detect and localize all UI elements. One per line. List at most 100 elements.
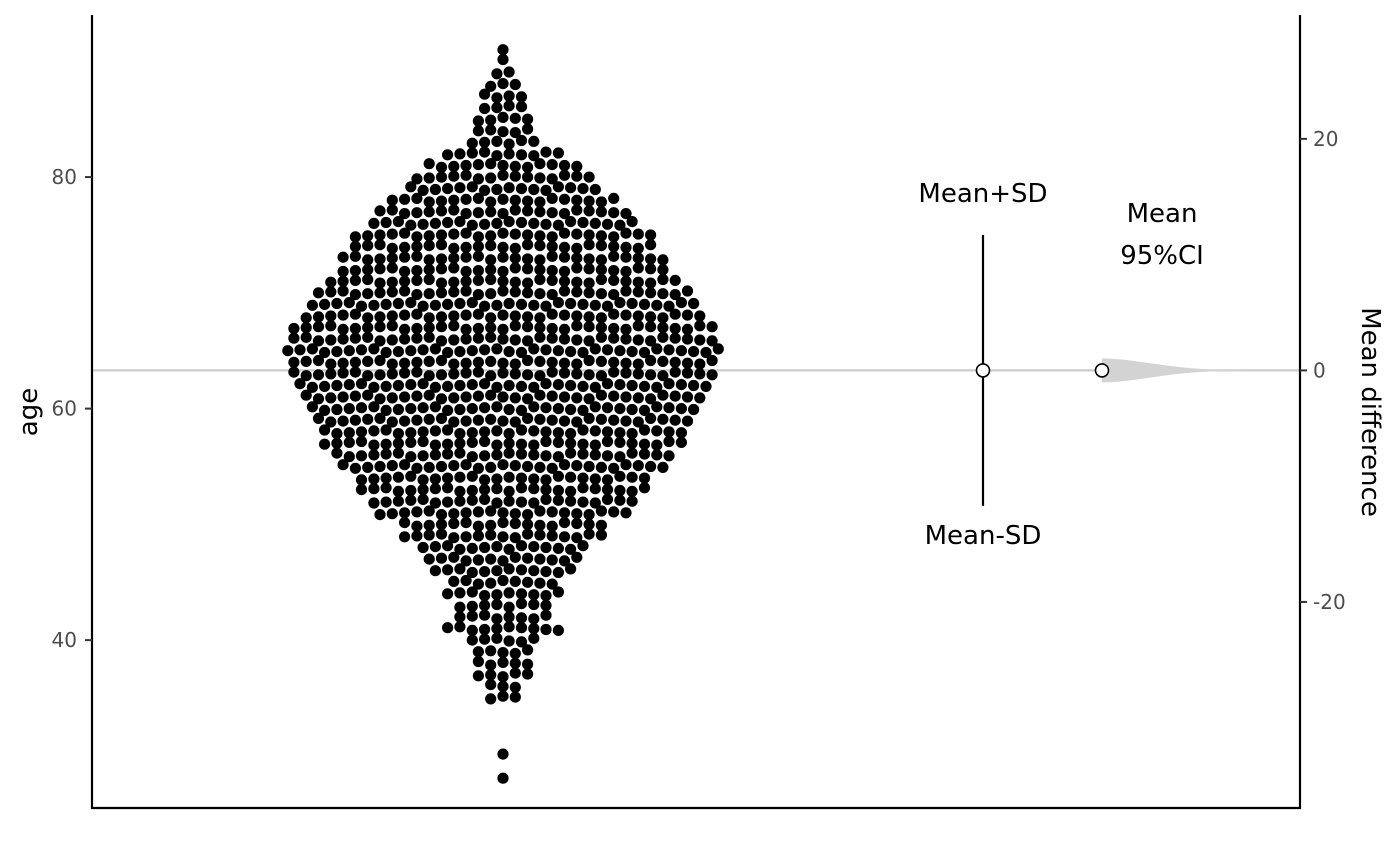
data-point (601, 426, 614, 438)
data-point (442, 564, 454, 576)
data-point (534, 288, 546, 300)
data-point (485, 124, 497, 136)
data-point (694, 320, 706, 332)
data-point (577, 438, 589, 450)
data-point (454, 471, 466, 483)
data-point (288, 366, 300, 378)
data-point (319, 298, 331, 310)
data-point (411, 530, 423, 542)
data-point (540, 474, 552, 486)
data-point (374, 321, 386, 333)
data-point (362, 389, 374, 401)
data-point (380, 496, 392, 508)
data-point (442, 588, 454, 600)
data-point (503, 100, 515, 112)
data-point (509, 416, 521, 428)
data-point (509, 262, 521, 274)
data-point (362, 370, 374, 382)
data-point (571, 310, 583, 322)
data-point (380, 380, 392, 392)
data-point (485, 505, 497, 517)
data-point (472, 207, 484, 219)
data-point (497, 415, 509, 427)
data-point (669, 332, 681, 344)
data-point (392, 495, 404, 507)
data-point (694, 334, 706, 346)
data-point (460, 507, 472, 519)
data-point (534, 529, 546, 541)
data-point (503, 403, 515, 416)
data-point (454, 495, 466, 507)
data-point (399, 415, 411, 427)
data-point (491, 299, 503, 311)
data-point (626, 379, 638, 392)
data-point (608, 332, 620, 344)
data-point (349, 265, 361, 277)
data-point (399, 367, 411, 379)
data-point (497, 656, 509, 669)
data-point (386, 276, 398, 288)
data-point (589, 217, 601, 229)
data-point (386, 204, 398, 216)
data-point (460, 517, 472, 529)
data-point (565, 297, 577, 310)
data-point (312, 393, 325, 405)
data-point (509, 532, 521, 544)
data-point (448, 252, 460, 264)
data-point (325, 276, 337, 288)
data-point (552, 436, 565, 448)
data-point (694, 392, 706, 404)
data-point (448, 320, 460, 332)
data-point (491, 473, 503, 485)
data-point (435, 552, 448, 564)
data-point (565, 379, 577, 392)
data-point (479, 136, 491, 148)
data-point (417, 378, 429, 390)
data-point (386, 320, 398, 332)
data-point (528, 401, 540, 413)
data-point (306, 343, 318, 355)
data-point (497, 357, 509, 369)
data-point (472, 322, 484, 335)
data-point (589, 473, 601, 485)
data-point (479, 484, 491, 496)
data-point (448, 228, 460, 240)
data-point (337, 275, 349, 287)
data-point (534, 413, 546, 425)
data-point (577, 380, 589, 392)
data-point (509, 170, 521, 182)
data-point (503, 437, 515, 449)
data-point (528, 632, 540, 644)
data-point (558, 507, 571, 519)
data-point (522, 123, 534, 135)
data-point (405, 427, 417, 439)
data-point (497, 159, 509, 172)
data-point (429, 449, 441, 461)
data-point (448, 460, 460, 472)
data-point (522, 460, 534, 473)
data-point (411, 520, 423, 532)
data-point (663, 378, 675, 390)
data-point (534, 389, 546, 401)
data-point (466, 451, 478, 463)
data-point (349, 308, 361, 320)
data-point (448, 262, 460, 274)
data-point (645, 311, 657, 323)
data-point (663, 344, 675, 356)
data-point (355, 300, 368, 312)
data-point (583, 205, 595, 217)
data-point (417, 402, 429, 414)
data-point (362, 413, 374, 425)
data-point (681, 415, 694, 427)
data-point (429, 183, 441, 196)
data-point (460, 323, 472, 335)
data-point (497, 507, 509, 519)
data-point (626, 437, 638, 449)
data-point (595, 196, 608, 208)
data-point (515, 612, 528, 624)
data-point (368, 483, 380, 495)
data-point (522, 239, 534, 251)
data-point (325, 416, 337, 428)
data-point (503, 66, 515, 78)
data-point (509, 276, 521, 288)
